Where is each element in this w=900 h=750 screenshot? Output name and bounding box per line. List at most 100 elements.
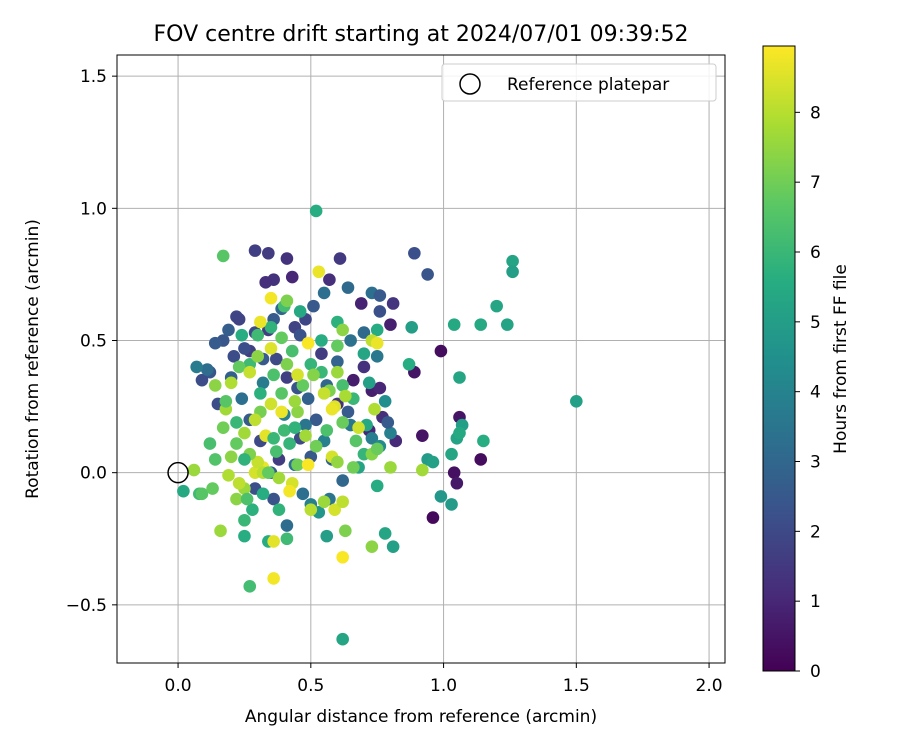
data-point: [214, 524, 227, 538]
data-point: [254, 315, 267, 329]
data-point: [426, 511, 440, 524]
y-tick-label: 0.0: [80, 464, 107, 484]
data-point: [490, 299, 503, 313]
data-point: [251, 455, 265, 469]
data-point: [280, 252, 294, 265]
data-point: [373, 289, 387, 302]
data-point: [365, 432, 379, 445]
data-point: [317, 387, 331, 400]
data-point: [275, 405, 288, 419]
data-point: [365, 540, 379, 553]
y-axis-ticks: −0.5 0.0 0.5 1.0 1.5: [66, 67, 117, 616]
data-point: [267, 368, 280, 382]
data-point: [301, 458, 315, 472]
data-point: [317, 495, 331, 509]
data-point: [270, 445, 283, 458]
data-point: [262, 246, 275, 260]
data-point: [370, 336, 384, 350]
x-tick-label: 0.0: [165, 676, 192, 696]
data-point: [280, 357, 294, 371]
data-point: [312, 265, 326, 279]
data-point: [315, 334, 328, 347]
data-point: [280, 294, 294, 308]
data-point: [203, 437, 217, 450]
data-point: [222, 323, 235, 337]
data-point: [378, 527, 392, 540]
data-point: [307, 299, 320, 313]
data-point: [222, 469, 235, 482]
data-point: [272, 503, 286, 516]
grid-lines: [117, 55, 725, 663]
data-point: [259, 276, 272, 289]
data-point: [283, 484, 296, 498]
data-point: [296, 379, 310, 392]
data-point: [267, 572, 280, 585]
data-point: [246, 503, 259, 516]
data-point: [264, 291, 278, 305]
data-point: [275, 331, 288, 345]
data-point: [346, 461, 360, 474]
colorbar-tick-label: 5: [810, 313, 821, 333]
data-point: [352, 421, 365, 435]
data-point: [447, 318, 461, 331]
data-point: [477, 434, 490, 448]
x-tick-label: 0.5: [297, 676, 324, 696]
data-point: [445, 498, 458, 511]
x-axis-ticks: 0.0 0.5 1.0 1.5 2.0: [165, 663, 723, 696]
data-point: [339, 389, 352, 403]
data-point: [506, 254, 519, 268]
data-point: [238, 453, 251, 466]
data-point: [570, 394, 583, 408]
data-point: [336, 416, 349, 429]
data-point: [309, 439, 323, 453]
data-point: [206, 482, 219, 495]
colorbar-label: Hours from first FF file: [831, 264, 851, 454]
y-tick-label: 1.5: [80, 67, 107, 87]
plot-frame: [116, 54, 726, 664]
data-point: [285, 344, 299, 358]
data-point: [402, 357, 416, 371]
data-point: [368, 402, 381, 416]
data-point: [254, 387, 267, 400]
data-point: [370, 350, 384, 363]
data-point: [344, 334, 357, 347]
data-point: [416, 463, 429, 477]
legend-label-reference: Reference platepar: [507, 75, 669, 95]
x-tick-label: 1.5: [563, 676, 590, 696]
data-point: [267, 492, 280, 506]
data-point: [232, 313, 246, 326]
data-point: [341, 281, 355, 294]
data-point: [296, 487, 310, 501]
data-point: [288, 421, 302, 435]
data-point: [434, 344, 448, 358]
data-point: [346, 373, 360, 387]
data-point: [219, 394, 233, 408]
reference-platepar-marker: [167, 461, 189, 484]
data-point: [190, 360, 203, 374]
data-point: [238, 529, 251, 543]
data-point: [224, 450, 238, 464]
data-point: [270, 352, 283, 366]
data-point: [293, 305, 307, 318]
data-point: [195, 373, 209, 387]
data-point: [384, 426, 397, 440]
colorbar: [762, 45, 796, 672]
data-point: [208, 453, 222, 466]
data-point: [285, 270, 299, 284]
data-point: [299, 429, 312, 442]
data-point: [248, 413, 262, 427]
data-point: [301, 392, 315, 405]
data-point: [386, 297, 400, 310]
chart-title: FOV centre drift starting at 2024/07/01 …: [154, 22, 689, 47]
data-point: [336, 474, 349, 487]
data-point: [381, 416, 395, 429]
data-point: [177, 484, 190, 498]
data-point: [216, 421, 230, 435]
y-tick-label: 0.5: [80, 331, 107, 351]
data-point: [339, 524, 352, 538]
colorbar-tick-label: 1: [810, 592, 821, 612]
data-point: [280, 519, 294, 532]
data-point: [320, 529, 334, 543]
colorbar-tick-label: 4: [810, 383, 821, 403]
